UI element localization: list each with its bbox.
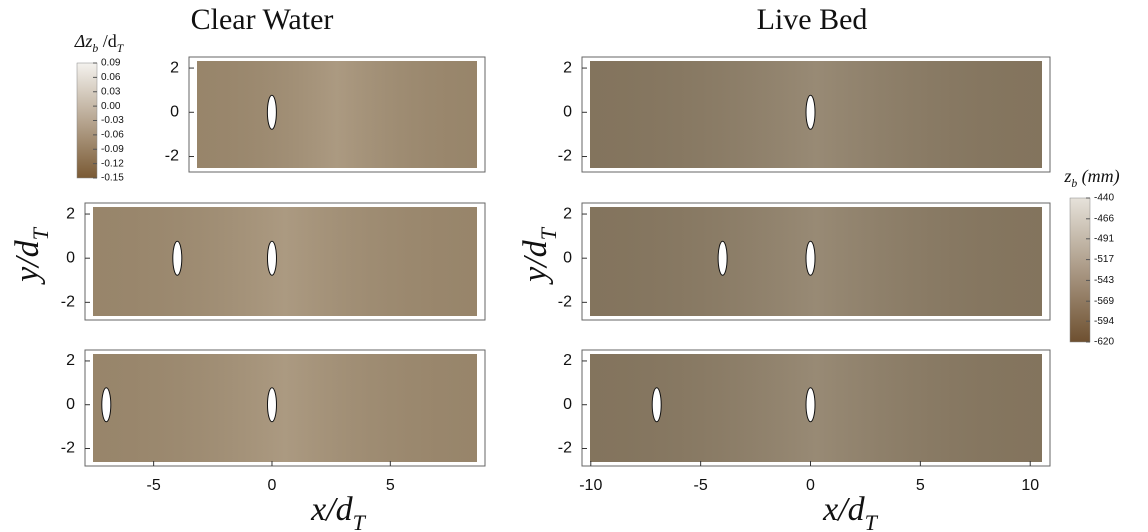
label-part: y/d: [9, 239, 46, 285]
x-tick-label: 0: [268, 477, 277, 494]
label-part: x/d: [310, 491, 354, 528]
label-part: T: [28, 226, 53, 240]
colorbar-tick-label: -0.12: [101, 158, 124, 169]
y-tick-label: 0: [66, 396, 75, 413]
turbine: [101, 387, 112, 423]
y-axis-label: y/dT: [9, 226, 53, 285]
label-part: T: [536, 226, 561, 240]
title-part: b: [92, 42, 98, 55]
y-tick-label: 2: [563, 352, 572, 369]
turbine: [266, 387, 277, 423]
turbine: [172, 240, 183, 276]
colorbar-tick-label: 0.00: [101, 101, 121, 112]
title-part: /d: [98, 31, 117, 51]
turbine: [266, 240, 277, 276]
y-tick-label: 0: [563, 249, 572, 266]
colorbar-tick-label: -0.03: [101, 115, 124, 126]
bed-shading: [590, 354, 1042, 462]
y-tick-label: -2: [165, 148, 179, 165]
x-tick-label: 5: [386, 477, 395, 494]
bed-shading: [590, 61, 1042, 168]
label-part: T: [865, 510, 879, 532]
label-part: x/d: [822, 491, 866, 528]
y-tick-label: 2: [66, 352, 75, 369]
y-tick-label: 2: [563, 59, 572, 76]
x-tick-label: 0: [806, 477, 815, 494]
colorbar-tick-label: -569: [1094, 296, 1114, 307]
bed-shading: [93, 354, 477, 462]
x-tick-label: 5: [916, 477, 925, 494]
y-tick-label: 2: [66, 205, 75, 222]
turbine: [266, 94, 277, 130]
y-tick-label: 0: [170, 104, 179, 121]
turbine: [805, 94, 816, 130]
column-title: Live Bed: [757, 3, 868, 36]
y-tick-label: -2: [558, 440, 572, 457]
y-tick-label: -2: [558, 148, 572, 165]
x-tick-label: -10: [579, 477, 602, 494]
colorbar-tick-label: -620: [1094, 337, 1114, 348]
y-tick-label: -2: [61, 294, 75, 311]
title-part: b: [1071, 177, 1077, 190]
y-tick-label: 0: [563, 396, 572, 413]
x-axis-label: x/dT: [310, 491, 367, 532]
x-axis-label: x/dT: [822, 491, 879, 532]
colorbar-tick-label: -0.09: [101, 144, 124, 155]
turbine: [805, 387, 816, 423]
title-part: z: [1063, 166, 1071, 186]
turbine: [805, 240, 816, 276]
x-tick-label: -5: [147, 477, 161, 494]
colorbar-tick-label: 0.09: [101, 58, 121, 69]
bed-shading: [590, 207, 1042, 316]
colorbar-tick-label: -0.06: [101, 130, 124, 141]
colorbar-tick-label: -594: [1094, 316, 1114, 327]
turbine: [717, 240, 728, 276]
colorbar-tick-label: -466: [1094, 213, 1114, 224]
colorbar-tick-label: -491: [1094, 233, 1114, 244]
colorbar-tick-label: 0.06: [101, 72, 121, 83]
colorbar-title: zb (mm): [1063, 166, 1119, 190]
y-tick-label: 2: [170, 59, 179, 76]
bed-shading: [197, 61, 477, 168]
y-tick-label: 2: [563, 205, 572, 222]
y-tick-label: 0: [66, 249, 75, 266]
colorbar-tick-label: -0.15: [101, 173, 124, 184]
colorbar: [1069, 197, 1091, 343]
colorbar-tick-label: -543: [1094, 275, 1114, 286]
label-part: T: [353, 510, 367, 532]
colorbar-tick-label: -440: [1094, 193, 1114, 204]
title-part: T: [117, 42, 125, 55]
y-tick-label: -2: [558, 294, 572, 311]
y-tick-label: -2: [61, 440, 75, 457]
bed-shading: [93, 207, 477, 316]
column-title: Clear Water: [191, 3, 334, 36]
x-tick-label: -5: [694, 477, 708, 494]
y-tick-label: 0: [563, 104, 572, 121]
turbine: [651, 387, 662, 423]
colorbar-tick-label: 0.03: [101, 86, 121, 97]
title-part: (mm): [1077, 166, 1120, 187]
x-tick-label: 10: [1021, 477, 1039, 494]
label-part: y/d: [517, 239, 554, 285]
y-axis-label: y/dT: [517, 226, 561, 285]
title-part: Δz: [74, 31, 93, 51]
colorbar-title: Δzb /dT: [74, 31, 125, 55]
colorbar-tick-label: -517: [1094, 254, 1114, 265]
